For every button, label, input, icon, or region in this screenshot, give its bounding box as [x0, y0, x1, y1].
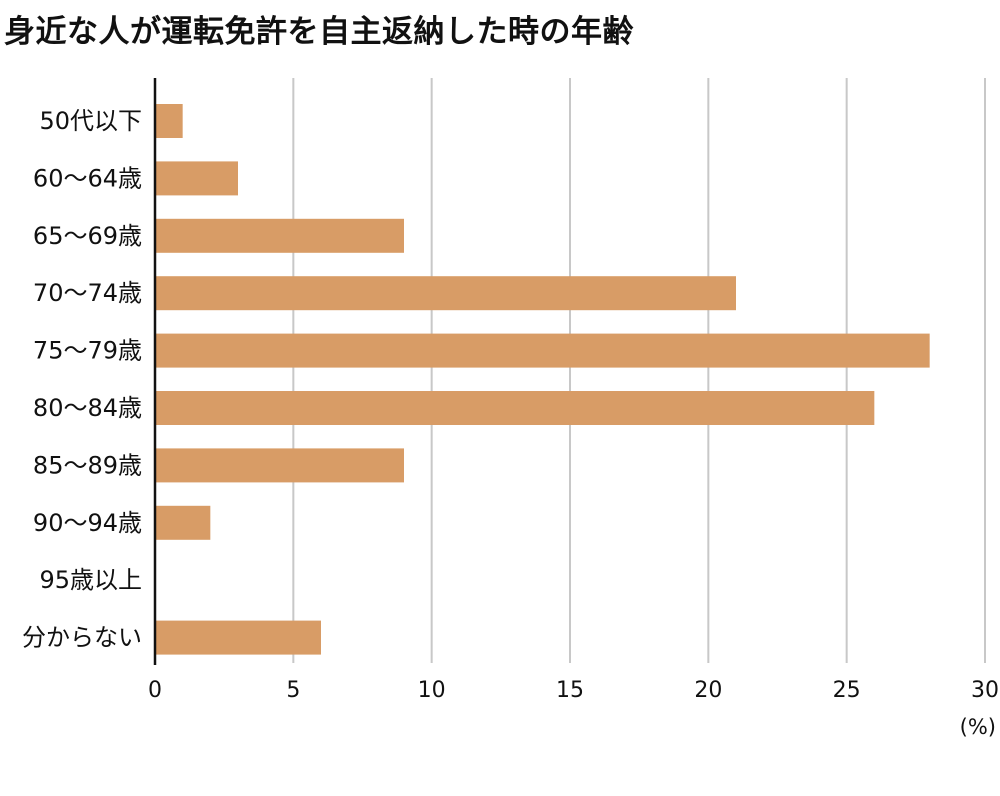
bar	[155, 333, 930, 368]
x-tick-label: 5	[286, 678, 300, 703]
bar	[155, 620, 321, 655]
bars	[155, 104, 930, 655]
bar	[155, 448, 404, 483]
chart-title: 身近な人が運転免許を自主返納した時の年齢	[4, 14, 634, 50]
x-tick-label: 0	[148, 678, 162, 703]
category-label: 95歳以上	[39, 566, 142, 594]
unit-label: (%)	[960, 715, 996, 739]
x-tick-label: 10	[418, 678, 446, 703]
x-tick-label: 25	[833, 678, 861, 703]
tick-labels: 0 5 10 15 20 25 30	[148, 678, 999, 703]
category-label: 65〜69歳	[33, 222, 142, 250]
x-tick-label: 15	[556, 678, 584, 703]
category-label: 90〜94歳	[33, 509, 142, 537]
category-label: 60〜64歳	[33, 164, 142, 192]
bar	[155, 161, 238, 196]
category-label: 70〜74歳	[33, 279, 142, 307]
category-label: 分からない	[22, 624, 142, 652]
category-label: 50代以下	[39, 107, 142, 135]
x-tick-label: 20	[694, 678, 722, 703]
bar	[155, 505, 211, 540]
x-tick-label: 30	[971, 678, 999, 703]
bar	[155, 391, 875, 425]
category-labels: 50代以下 60〜64歳 65〜69歳 70〜74歳 75〜79歳 80〜84歳 85〜89…	[22, 107, 142, 652]
grid-lines	[292, 78, 986, 663]
category-label: 80〜84歳	[33, 394, 142, 422]
category-label: 85〜89歳	[33, 451, 142, 479]
category-label: 75〜79歳	[33, 337, 142, 365]
bar	[155, 104, 183, 138]
bar	[155, 276, 736, 311]
bar	[155, 218, 404, 253]
